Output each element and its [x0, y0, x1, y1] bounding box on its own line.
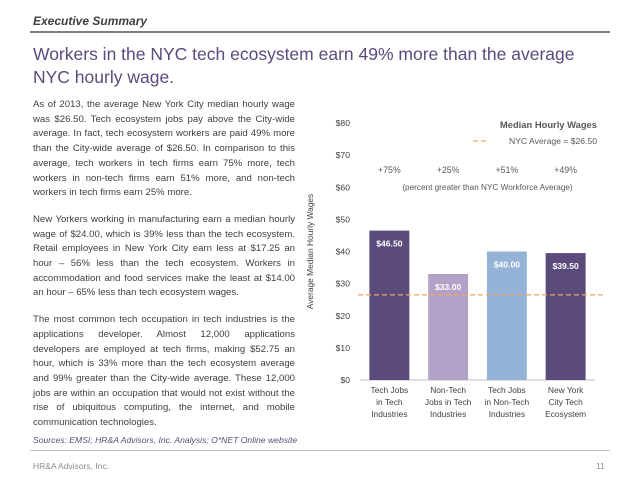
data-label-box: [548, 259, 583, 274]
sources-note: Sources: EMSI; HR&A Advisors, Inc. Analy…: [33, 435, 298, 445]
percent-label: +51%: [496, 165, 519, 175]
chart-annotation: (percent greater than NYC Workforce Aver…: [402, 183, 573, 192]
paragraph-2: New Yorkers working in manufacturing ear…: [33, 213, 295, 299]
bar: [369, 230, 410, 380]
x-tick-label: Tech Jobs: [371, 385, 409, 395]
x-tick-label: Jobs in Tech: [425, 397, 472, 407]
x-tick-label: Non-Tech: [430, 385, 466, 395]
percent-label: +75%: [378, 165, 401, 175]
data-label: $39.50: [552, 261, 579, 271]
y-tick-label: $50: [336, 214, 351, 224]
data-label: $33.00: [435, 282, 462, 292]
data-label: $40.00: [494, 260, 521, 270]
bar: [486, 251, 527, 380]
paragraph-3: The most common tech occupation in tech …: [33, 314, 295, 429]
x-tick-label: in Tech: [376, 397, 403, 407]
paragraph-1: As of 2013, the average New York City me…: [33, 99, 295, 199]
y-axis-title: Average Median Hourly Wages: [305, 194, 315, 309]
y-tick-label: $40: [336, 247, 351, 257]
x-tick-label: City Tech: [548, 397, 583, 407]
x-tick-label: Industries: [430, 409, 466, 419]
bar: [545, 253, 586, 380]
page-number: 11: [596, 461, 605, 471]
data-label-box: [372, 236, 407, 251]
y-tick-label: $10: [336, 343, 351, 353]
data-label-box: [431, 279, 466, 294]
chart-title: Median Hourly Wages: [500, 119, 597, 130]
data-label: $46.50: [376, 239, 403, 249]
x-tick-label: Industries: [371, 409, 407, 419]
y-tick-label: $30: [336, 279, 351, 289]
x-tick-label: Industries: [489, 409, 525, 419]
y-tick-label: $60: [336, 182, 351, 192]
section-label: Executive Summary: [33, 14, 148, 28]
x-tick-label: New York: [548, 385, 584, 395]
percent-label: +25%: [437, 165, 460, 175]
x-tick-label: Ecosystem: [545, 409, 586, 419]
header-divider: [30, 31, 610, 33]
legend-label: NYC Average = $26.50: [509, 136, 597, 146]
footer-divider: [30, 450, 610, 451]
body-text: As of 2013, the average New York City me…: [33, 98, 295, 443]
y-tick-label: $70: [336, 150, 351, 160]
data-label-box: [489, 257, 524, 272]
x-tick-label: Tech Jobs: [488, 385, 526, 395]
y-tick-label: $20: [336, 311, 351, 321]
footer-company: HR&A Advisors, Inc.: [33, 461, 110, 471]
x-tick-label: in Non-Tech: [485, 397, 530, 407]
percent-label: +49%: [554, 165, 577, 175]
y-tick-label: $0: [340, 375, 350, 385]
y-tick-label: $80: [336, 118, 351, 128]
wage-bar-chart: Average Median Hourly Wages $0 $10 $20 $30 $4…: [305, 118, 605, 419]
page-title: Workers in the NYC tech ecosystem earn 4…: [33, 44, 575, 87]
